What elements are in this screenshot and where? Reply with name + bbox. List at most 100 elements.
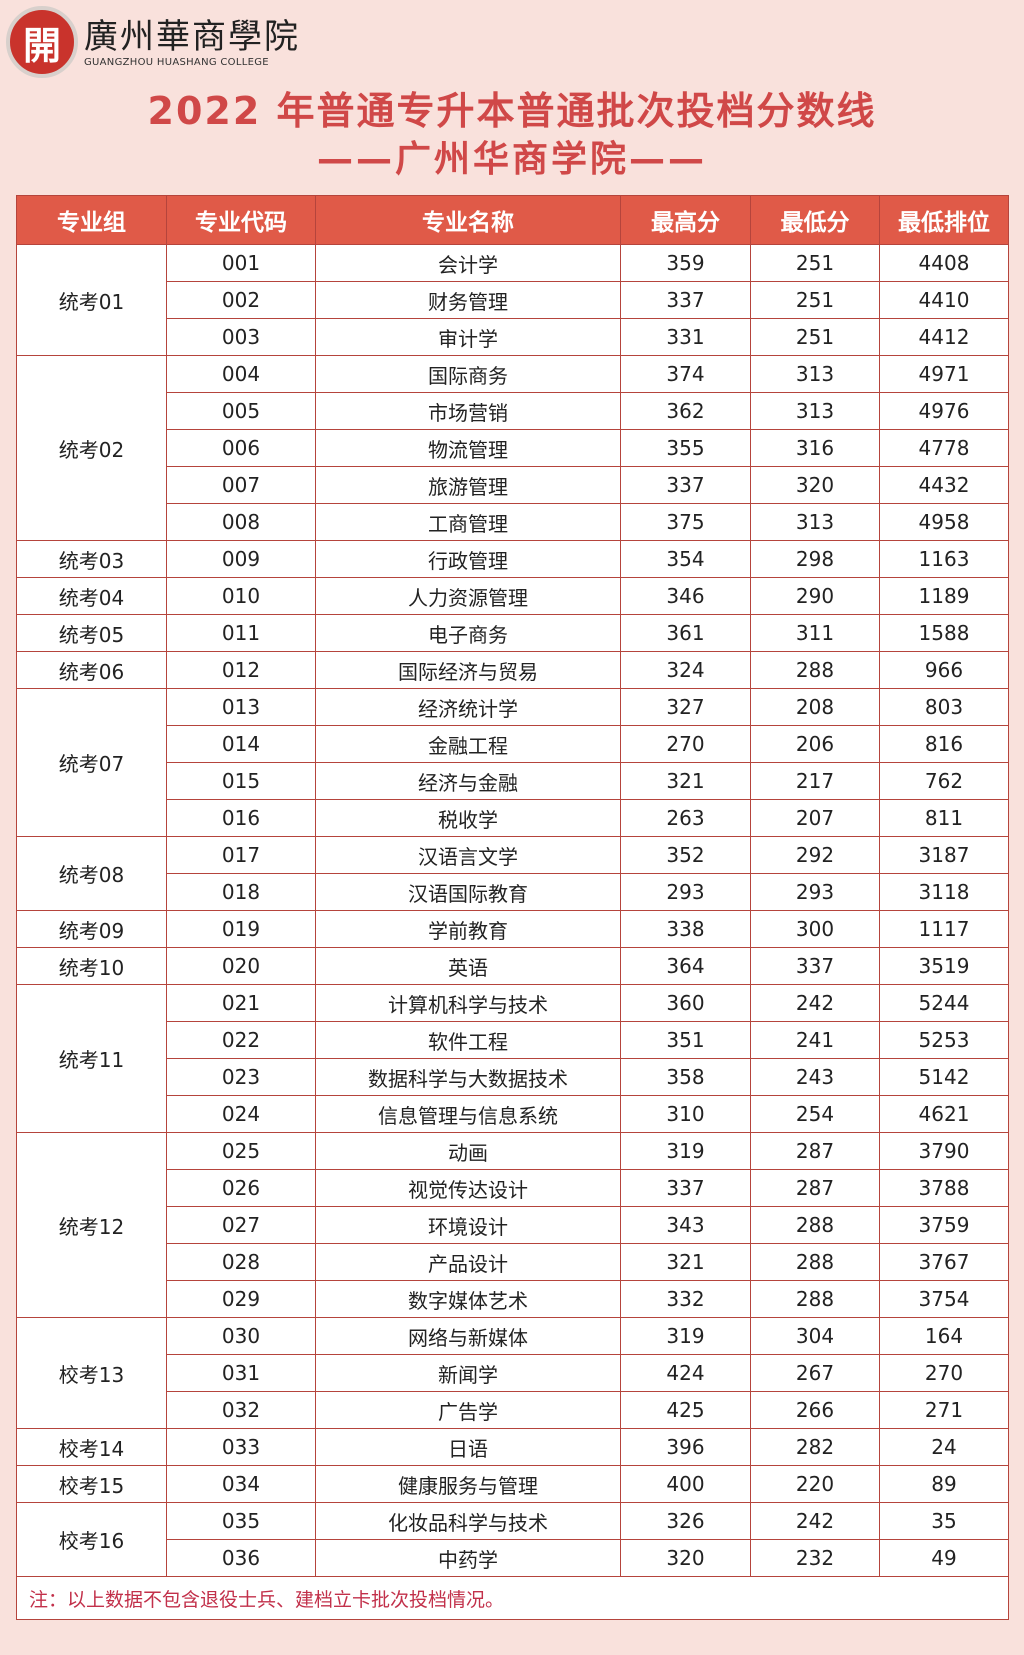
min-rank: 811 <box>879 799 1009 837</box>
major-name: 化妆品科学与技术 <box>315 1502 621 1540</box>
min-rank: 49 <box>879 1539 1009 1577</box>
major-code: 016 <box>166 799 316 837</box>
max-score: 321 <box>620 1243 751 1281</box>
min-score: 207 <box>750 799 880 837</box>
major-code: 015 <box>166 762 316 800</box>
group-name: 统考01 <box>16 244 167 356</box>
min-rank: 1189 <box>879 577 1009 615</box>
major-name: 国际经济与贸易 <box>315 651 621 689</box>
score-table: 专业组 专业代码 专业名称 最高分 最低分 最低排位 统考01 001 会计学 359… <box>16 195 1009 1620</box>
table-row: 统考04 010 人力资源管理 346 290 1189 <box>16 577 1009 615</box>
table-row: 029 数字媒体艺术 332 288 3754 <box>17 1280 1009 1318</box>
group-name: 校考15 <box>16 1465 167 1503</box>
min-score: 300 <box>750 910 880 948</box>
min-score: 320 <box>750 466 880 504</box>
min-rank: 3187 <box>879 836 1009 874</box>
major-name: 计算机科学与技术 <box>315 984 621 1022</box>
major-code: 020 <box>166 947 316 985</box>
table-row: 统考10 020 英语 364 337 3519 <box>16 947 1009 985</box>
major-name: 物流管理 <box>315 429 621 467</box>
min-score: 313 <box>750 355 880 393</box>
max-score: 320 <box>620 1539 751 1577</box>
max-score: 337 <box>620 1169 751 1207</box>
group-name: 统考06 <box>16 651 167 689</box>
min-rank: 3118 <box>879 873 1009 911</box>
major-code: 005 <box>166 392 316 430</box>
max-score: 400 <box>620 1465 751 1503</box>
major-name: 信息管理与信息系统 <box>315 1095 621 1133</box>
max-score: 374 <box>620 355 751 393</box>
min-score: 254 <box>750 1095 880 1133</box>
min-score: 298 <box>750 540 880 578</box>
min-score: 251 <box>750 244 880 282</box>
major-code: 023 <box>166 1058 316 1096</box>
max-score: 331 <box>620 318 751 356</box>
major-code: 029 <box>166 1280 316 1318</box>
max-score: 361 <box>620 614 751 652</box>
min-rank: 762 <box>879 762 1009 800</box>
major-name: 工商管理 <box>315 503 621 541</box>
max-score: 324 <box>620 651 751 689</box>
max-score: 319 <box>620 1317 751 1355</box>
max-score: 425 <box>620 1391 751 1429</box>
major-name: 财务管理 <box>315 281 621 319</box>
max-score: 364 <box>620 947 751 985</box>
major-name: 电子商务 <box>315 614 621 652</box>
min-score: 337 <box>750 947 880 985</box>
major-name: 日语 <box>315 1428 621 1466</box>
note-row: 注：以上数据不包含退役士兵、建档立卡批次投档情况。 <box>16 1576 1009 1620</box>
max-score: 355 <box>620 429 751 467</box>
major-name: 经济统计学 <box>315 688 621 726</box>
header-group: 专业组 <box>16 195 167 245</box>
major-code: 033 <box>166 1428 316 1466</box>
min-rank: 5244 <box>879 984 1009 1022</box>
table-row: 014 金融工程 270 206 816 <box>17 725 1009 763</box>
min-score: 206 <box>750 725 880 763</box>
table-row: 统考12 025 动画 319 287 3790 <box>16 1132 1009 1318</box>
major-name: 市场营销 <box>315 392 621 430</box>
min-score: 287 <box>750 1169 880 1207</box>
min-score: 290 <box>750 577 880 615</box>
major-code: 030 <box>166 1317 316 1355</box>
table-row: 统考01 001 会计学 359 251 4408 <box>16 244 1009 356</box>
major-code: 019 <box>166 910 316 948</box>
table-row: 015 经济与金融 321 217 762 <box>17 762 1009 800</box>
major-name: 学前教育 <box>315 910 621 948</box>
max-score: 343 <box>620 1206 751 1244</box>
table-row: 校考13 030 网络与新媒体 319 304 164 <box>16 1317 1009 1429</box>
major-code: 017 <box>166 836 316 874</box>
table-row: 027 环境设计 343 288 3759 <box>17 1206 1009 1244</box>
min-score: 304 <box>750 1317 880 1355</box>
max-score: 293 <box>620 873 751 911</box>
min-rank: 5142 <box>879 1058 1009 1096</box>
major-code: 024 <box>166 1095 316 1133</box>
logo-chinese-name: 廣州華商學院 <box>84 16 300 57</box>
min-score: 288 <box>750 1280 880 1318</box>
table-note: 注：以上数据不包含退役士兵、建档立卡批次投档情况。 <box>16 1576 1009 1620</box>
header-code: 专业代码 <box>166 195 316 245</box>
table-row: 006 物流管理 355 316 4778 <box>17 429 1009 467</box>
table-row: 统考07 013 经济统计学 327 208 803 <box>16 688 1009 837</box>
major-name: 汉语言文学 <box>315 836 621 874</box>
min-score: 251 <box>750 318 880 356</box>
logo-english-name: GUANGZHOU HUASHANG COLLEGE <box>84 56 269 68</box>
table-row: 统考08 017 汉语言文学 352 292 3187 <box>16 836 1009 911</box>
max-score: 270 <box>620 725 751 763</box>
major-code: 009 <box>166 540 316 578</box>
max-score: 326 <box>620 1502 751 1540</box>
min-rank: 3519 <box>879 947 1009 985</box>
min-rank: 4412 <box>879 318 1009 356</box>
table-row: 统考06 012 国际经济与贸易 324 288 966 <box>16 651 1009 689</box>
group-name: 统考10 <box>16 947 167 985</box>
major-code: 034 <box>166 1465 316 1503</box>
page-title: 2022 年普通专升本普通批次投档分数线 <box>147 89 877 133</box>
major-code: 035 <box>166 1502 316 1540</box>
major-code: 012 <box>166 651 316 689</box>
min-score: 220 <box>750 1465 880 1503</box>
min-score: 243 <box>750 1058 880 1096</box>
min-score: 282 <box>750 1428 880 1466</box>
major-name: 网络与新媒体 <box>315 1317 621 1355</box>
major-name: 广告学 <box>315 1391 621 1429</box>
header-major: 专业名称 <box>315 195 621 245</box>
table-row: 统考03 009 行政管理 354 298 1163 <box>16 540 1009 578</box>
